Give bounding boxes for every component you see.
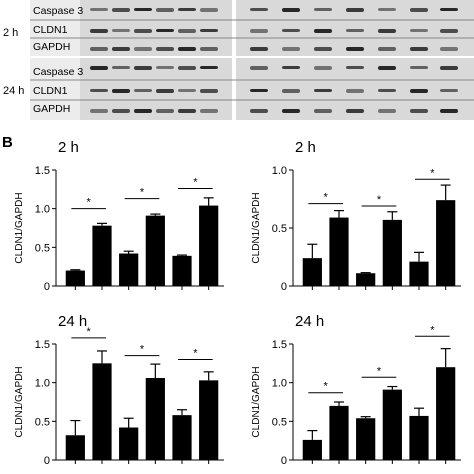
significance-star: * (193, 347, 198, 359)
significance-star: * (87, 197, 92, 209)
bar (199, 380, 219, 460)
bar (302, 258, 322, 286)
bar-chart-24h-right: 24 h CLDN1/GAPDH 0 0.5 1.0 1.5 * * * (237, 302, 474, 472)
y-axis-label: CLDN1/GAPDH (14, 192, 25, 263)
bar-chart-2h-right: 2 h CLDN1/GAPDH 0 0.5 1.0 * * * (237, 128, 474, 298)
bar (92, 225, 112, 286)
y-tick-label: 0.5 (272, 416, 287, 428)
panel-label-b: B (2, 134, 13, 151)
bar-chart-24h-left: 24 h CLDN1/GAPDH 0 0.5 1.0 1.5 * * * (0, 302, 237, 472)
bar (172, 415, 192, 460)
bar (65, 270, 85, 286)
bar (329, 217, 349, 286)
bar (145, 215, 165, 286)
blot-label-cldn1-24h: CLDN1 (33, 85, 68, 97)
significance-star: * (87, 326, 92, 338)
bar (199, 205, 219, 286)
significance-star: * (377, 194, 382, 206)
bar (409, 261, 429, 286)
significance-star: * (140, 187, 145, 199)
bar (65, 435, 85, 460)
significance-star: * (140, 344, 145, 356)
y-tick-label: 1.5 (35, 339, 50, 351)
bar (436, 367, 456, 460)
y-tick-label: 0 (44, 281, 50, 293)
chart-title: 24 h (58, 313, 87, 330)
significance-star: * (377, 365, 382, 377)
y-tick-label: 1.0 (35, 378, 50, 390)
bar-chart-2h-left: 2 h CLDN1/GAPDH 0 0.5 1.0 1.5 * * * (0, 128, 237, 298)
blot-label-caspase3-2h: Caspase 3 (33, 5, 83, 17)
y-tick-label: 0.5 (272, 223, 287, 235)
y-axis-label: CLDN1/GAPDH (251, 366, 262, 437)
blot-label-cldn1-2h: CLDN1 (33, 24, 68, 36)
y-tick-label: 0.5 (35, 242, 50, 254)
significance-star: * (193, 177, 198, 189)
y-tick-label: 1.0 (35, 204, 50, 216)
y-tick-label: 1.0 (272, 165, 287, 177)
bar (172, 255, 192, 286)
bar (92, 363, 112, 460)
bar (409, 415, 429, 460)
bar (302, 439, 322, 460)
blot-label-caspase3-24h: Caspase 3 (33, 66, 83, 78)
bar (119, 253, 139, 286)
y-tick-label: 1.5 (272, 339, 287, 351)
blot-label-gapdh-24h: GAPDH (33, 103, 70, 115)
bar (145, 378, 165, 460)
bar (382, 389, 402, 460)
y-tick-label: 0 (281, 455, 287, 467)
bar (356, 273, 376, 286)
blot-label-gapdh-2h: GAPDH (33, 41, 70, 53)
bar (436, 200, 456, 286)
chart-title: 2 h (295, 139, 316, 156)
blot-time-2h: 2 h (3, 27, 18, 39)
chart-title: 24 h (295, 313, 324, 330)
bar (382, 219, 402, 286)
y-tick-label: 1.0 (272, 378, 287, 390)
y-axis-label: CLDN1/GAPDH (14, 366, 25, 437)
bar (119, 427, 139, 460)
significance-star: * (430, 167, 435, 179)
y-tick-label: 0 (281, 281, 287, 293)
significance-star: * (324, 192, 329, 204)
chart-title: 2 h (58, 139, 79, 156)
y-axis-label: CLDN1/GAPDH (251, 192, 262, 263)
significance-star: * (324, 381, 329, 393)
y-tick-label: 0 (44, 455, 50, 467)
significance-star: * (430, 324, 435, 336)
y-tick-label: 0.5 (35, 416, 50, 428)
western-blot-image: 2 h Caspase 3 CLDN1 GAPDH 24 h Caspase 3… (0, 0, 474, 124)
y-tick-label: 1.5 (35, 165, 50, 177)
bar (329, 405, 349, 460)
blot-time-24h: 24 h (3, 85, 24, 97)
bar (356, 418, 376, 460)
